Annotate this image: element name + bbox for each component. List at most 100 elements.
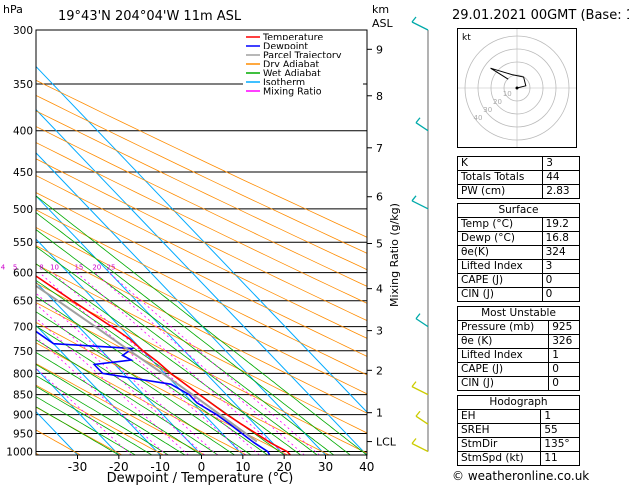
hodograph: kt 10 20 30 40: [457, 28, 577, 148]
info-panel: 29.01.2021 00GMT (Base: 12) kt 10 20 30 40 …: [452, 0, 629, 486]
surface-table: Surface Temp (°C) 19.2 Dewp (°C) 16.8 θe(K) 32…: [457, 203, 581, 302]
pressure-tick-label: 650: [13, 296, 33, 308]
dry-adiabat: [36, 94, 367, 254]
asl-label: ASL: [372, 17, 394, 30]
surface-header: Surface: [457, 203, 580, 218]
hodograph-trace: [490, 67, 527, 89]
x-tick-label: 20: [277, 460, 292, 474]
wind-barb-shaft: [415, 318, 429, 328]
wind-barb: [415, 410, 429, 425]
wet-adiabat: [36, 296, 268, 455]
mixing-ratio-line: [36, 336, 167, 455]
wet-adiabat: [36, 375, 169, 455]
most_unstable-row: CIN (J) 0: [456, 376, 580, 391]
pressure-tick-label: 1000: [6, 447, 33, 459]
wet-adiabat: [36, 396, 136, 455]
wind-barb: [411, 195, 429, 210]
pressure-tick-label: 850: [13, 390, 33, 402]
mixing-ratio-tick-label: 25: [106, 264, 115, 272]
legend-bg: [243, 67, 363, 76]
pressure-tick-label: 350: [13, 79, 33, 91]
series-parcel-trajectory: [36, 284, 258, 443]
surface-value: 16.8: [541, 231, 581, 246]
hodograph_table-label: StmDir: [456, 437, 542, 452]
mixing-ratio-line: [94, 272, 305, 455]
legend-entry: Wet Adiabat: [263, 69, 321, 80]
indices-value: 44: [542, 170, 580, 185]
wind-barb: [411, 381, 429, 396]
skewt-chart: 3003504004505005506006507007508008509009…: [1, 3, 429, 486]
hodograph_table-value: 55: [540, 423, 580, 438]
dry-adiabat: [36, 110, 367, 271]
hodograph_table-row: StmDir 135°: [456, 437, 580, 452]
pressure-tick-label: 550: [13, 237, 33, 249]
hodograph_table-label: EH: [456, 409, 542, 424]
wet-adiabat: [36, 351, 202, 455]
legend-bg: [243, 40, 363, 49]
dry-adiabat: [36, 363, 205, 455]
pressure-axis: 300 350 400 450 500 550 600 650 700 750 800 850 900 9…: [6, 25, 33, 459]
mixing-ratio-tick-label: 15: [74, 264, 83, 272]
surface-value: 3: [541, 259, 581, 274]
most_unstable-label: CIN (J): [456, 376, 550, 391]
hodograph_table-value: 11: [540, 451, 580, 466]
km-tick-label: LCL: [376, 436, 397, 449]
wind-barb-flag: [415, 410, 421, 417]
isotherm: [36, 324, 161, 455]
wet-adiabat: [36, 339, 219, 455]
dry-adiabat: [36, 175, 367, 339]
mixing-ratio-line: [108, 272, 320, 455]
wind-barb-flag: [411, 381, 417, 388]
mixing-ratio-line: [76, 272, 286, 455]
surface-label: CIN (J): [457, 287, 543, 302]
x-axis-label: Dewpoint / Temperature (°C): [107, 471, 294, 486]
x-tick-label: 10: [235, 460, 250, 474]
surface-row: Dewp (°C) 16.8: [457, 231, 581, 246]
wet-adiabat: [36, 263, 301, 455]
legend-bg: [243, 49, 363, 58]
surface-row: CIN (J) 0: [457, 287, 581, 302]
hodograph_table-row: EH 1: [456, 409, 580, 424]
wind-barb-flag: [411, 16, 417, 23]
mixing-ratio-line: [36, 303, 205, 455]
km-tick-label: 7: [376, 142, 383, 155]
x-tick-label: 30: [318, 460, 333, 474]
pressure-tick-label: 950: [13, 429, 33, 441]
most_unstable-row: θe (K) 326: [456, 334, 580, 349]
most_unstable-label: Pressure (mb): [456, 320, 550, 335]
pressure-tick-label: 600: [13, 268, 33, 280]
mixing-ratio-tick-label: 5: [13, 264, 17, 272]
km-tick-label: 1: [376, 407, 383, 420]
wind-barbs: [411, 16, 429, 453]
dry-adiabat: [36, 245, 367, 414]
x-tick-label: -10: [150, 460, 170, 474]
surface-value: 0: [541, 287, 581, 302]
height-axis: 9 8 7 6 5 4 3 2 1 LCL: [367, 43, 397, 449]
wind-barb-shaft: [411, 21, 429, 31]
surface-row: θe(K) 324: [457, 245, 581, 260]
copyright: © weatheronline.co.uk: [452, 469, 590, 483]
wet-adiabat: [36, 212, 351, 455]
dry-adiabat: [36, 342, 247, 455]
most_unstable-row: Lifted Index 1: [456, 348, 580, 363]
hodograph_table-row: StmSpd (kt) 11: [456, 451, 580, 466]
isotherm: [36, 238, 244, 455]
date-title: 29.01.2021 00GMT (Base: 12): [452, 8, 629, 23]
location-title: 19°43'N 204°04'W 11m ASL: [58, 9, 242, 24]
hodograph_table-header: Hodograph: [457, 395, 580, 410]
mixing-ratio-tick-label: 20: [92, 264, 101, 272]
hodograph_table-label: StmSpd (kt): [456, 451, 542, 466]
wind-barb-flag: [415, 313, 421, 320]
hodograph-kt-label: kt: [462, 33, 471, 43]
wind-barb-flag: [411, 195, 417, 202]
hpa-label: hPa: [3, 3, 23, 16]
legend-bg: [243, 58, 363, 67]
surface-value: 324: [541, 245, 581, 260]
km-tick-label: 2: [376, 364, 383, 377]
x-tick-label: -20: [109, 460, 129, 474]
km-tick-label: 5: [376, 237, 383, 250]
dry-adiabat: [36, 321, 288, 455]
temperature-axis: -30 -20 -10 0 10 20 30 40: [68, 455, 374, 474]
hodograph_table-row: SREH 55: [456, 423, 580, 438]
